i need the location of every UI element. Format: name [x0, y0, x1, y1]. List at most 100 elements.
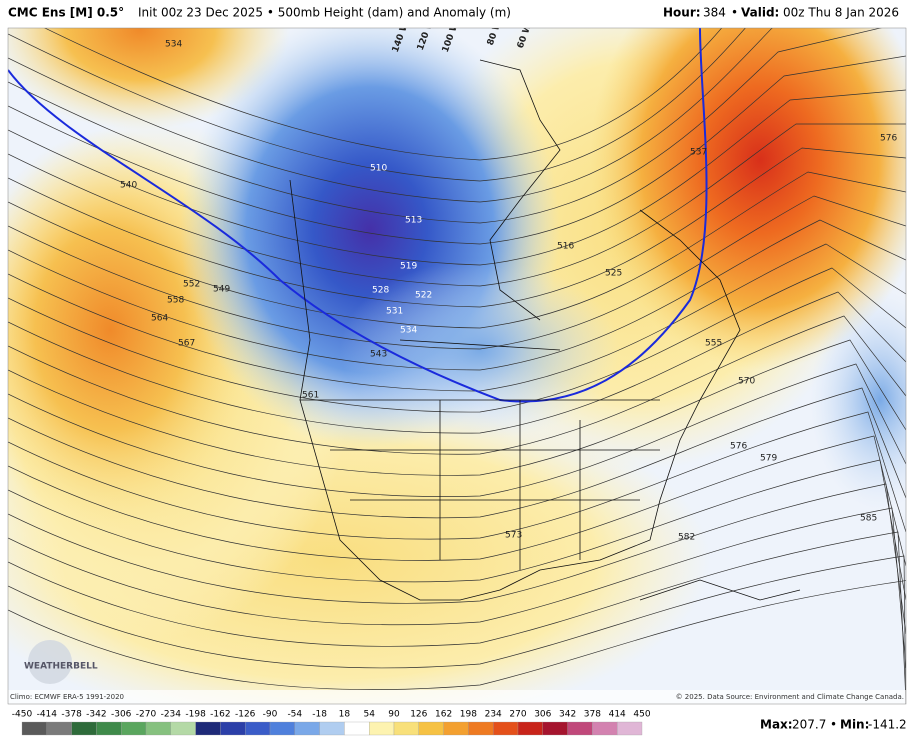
contour-line	[8, 219, 906, 371]
logo: WEATHERBELL	[24, 662, 98, 672]
contour-label: 567	[178, 339, 195, 349]
contour-label: 552	[183, 280, 200, 290]
contour-line	[8, 555, 906, 704]
colorbar-tick-label: -450	[12, 710, 33, 720]
contour-label: 528	[372, 286, 389, 296]
color-swatch	[170, 721, 196, 736]
contour-label: 564	[151, 314, 168, 324]
contour-line	[8, 459, 906, 601]
colorbar-tick-label: 126	[410, 710, 427, 720]
contour-label: 576	[880, 134, 897, 144]
contour-line	[8, 483, 906, 635]
contour-line	[8, 147, 906, 308]
source: © 2025. Data Source: Environment and Cli…	[676, 693, 904, 701]
color-swatch	[121, 721, 147, 736]
color-swatch	[294, 721, 320, 736]
contour-line	[8, 531, 906, 703]
contour-label: 576	[730, 442, 747, 452]
colorbar-tick-label: -90	[263, 710, 278, 720]
colorbar-tick-label: -306	[111, 710, 132, 720]
colorbar-tick-label: -162	[210, 710, 230, 720]
contour-line	[8, 267, 906, 413]
contour-label: 510	[370, 164, 387, 174]
colorbar-tick-label: -54	[287, 710, 302, 720]
contour-line	[8, 387, 906, 519]
contour-line	[8, 363, 906, 497]
contour-line	[8, 243, 906, 392]
color-swatch	[393, 721, 419, 736]
contour-label: 570	[738, 377, 755, 387]
contour-label: 525	[605, 269, 622, 279]
contour-line	[43, 28, 723, 161]
colorbar-tick-label: -342	[86, 710, 106, 720]
climo: Climo: ECMWF ERA-5 1991-2020	[10, 693, 124, 701]
contour-line	[8, 195, 906, 350]
colorbar-tick-label: 198	[460, 710, 477, 720]
contour-label: 543	[370, 350, 387, 360]
colorbar-tick-label: 270	[509, 710, 526, 720]
coastlines	[289, 59, 801, 601]
colorbar-tick-label: 162	[435, 710, 452, 720]
contour-line	[8, 123, 906, 287]
min: -141.2	[868, 718, 907, 732]
contour-label: 534	[400, 326, 417, 336]
min-label: Min:	[840, 718, 869, 732]
valid-label: Valid:	[741, 6, 779, 20]
contour-line	[8, 55, 906, 245]
colorbar-tick-label: 234	[485, 710, 502, 720]
color-swatch	[245, 721, 271, 736]
colorbar-tick-label: 414	[609, 710, 626, 720]
color-swatch	[517, 721, 543, 736]
contour-label: 513	[405, 216, 422, 226]
contour-label: 558	[167, 296, 184, 306]
contour-label: 582	[678, 533, 695, 543]
colorbar-tick-label: -234	[161, 710, 182, 720]
max-label: Max:	[760, 718, 793, 732]
hour: 384	[703, 6, 726, 20]
color-swatch	[46, 721, 72, 736]
colorbar-tick-label: 450	[633, 710, 650, 720]
color-swatch	[418, 721, 444, 736]
contour-line	[8, 435, 906, 567]
colorbar-tick-label: 378	[584, 710, 601, 720]
colorbar: -450 -414 -378 -342 -306 -270 -234 -198 -162 -126…	[12, 710, 651, 736]
contour-line	[8, 339, 906, 476]
contour-label: 573	[505, 531, 522, 541]
color-swatch	[319, 721, 345, 736]
contour-line	[8, 580, 906, 691]
logo-mark	[28, 640, 72, 684]
color-swatch	[269, 721, 295, 736]
separator: •	[830, 718, 837, 732]
separator: •	[731, 6, 738, 20]
hour-label: Hour:	[663, 6, 701, 20]
colorbar-tick-label: 90	[388, 710, 400, 720]
color-swatch	[195, 721, 221, 736]
contour-line	[8, 291, 906, 434]
colorbar-tick-label: -378	[61, 710, 82, 720]
color-swatch	[344, 721, 370, 736]
colorbar-tick-label: 306	[534, 710, 551, 720]
contour-label: 585	[860, 514, 877, 524]
max: 207.7	[792, 718, 826, 732]
color-swatch	[617, 721, 643, 736]
colorbar-tick-label: -126	[235, 710, 256, 720]
contour-label: 522	[415, 291, 432, 301]
color-swatch	[21, 721, 47, 736]
color-swatch	[96, 721, 122, 736]
contour-label: 555	[705, 339, 722, 349]
color-swatch	[71, 721, 97, 736]
color-swatch	[468, 721, 494, 736]
colorbar-tick-label: -198	[185, 710, 206, 720]
colorbar-tick-label: -414	[37, 710, 58, 720]
contour-label: 534	[165, 40, 182, 50]
colorbar-tick-label: 18	[339, 710, 351, 720]
contour-label: 519	[400, 262, 417, 272]
contour-label: 561	[302, 391, 319, 401]
colorbar-tick-label: -270	[136, 710, 157, 720]
contour-line	[8, 507, 906, 669]
color-swatch	[567, 721, 593, 736]
contour-label: 579	[760, 454, 777, 464]
